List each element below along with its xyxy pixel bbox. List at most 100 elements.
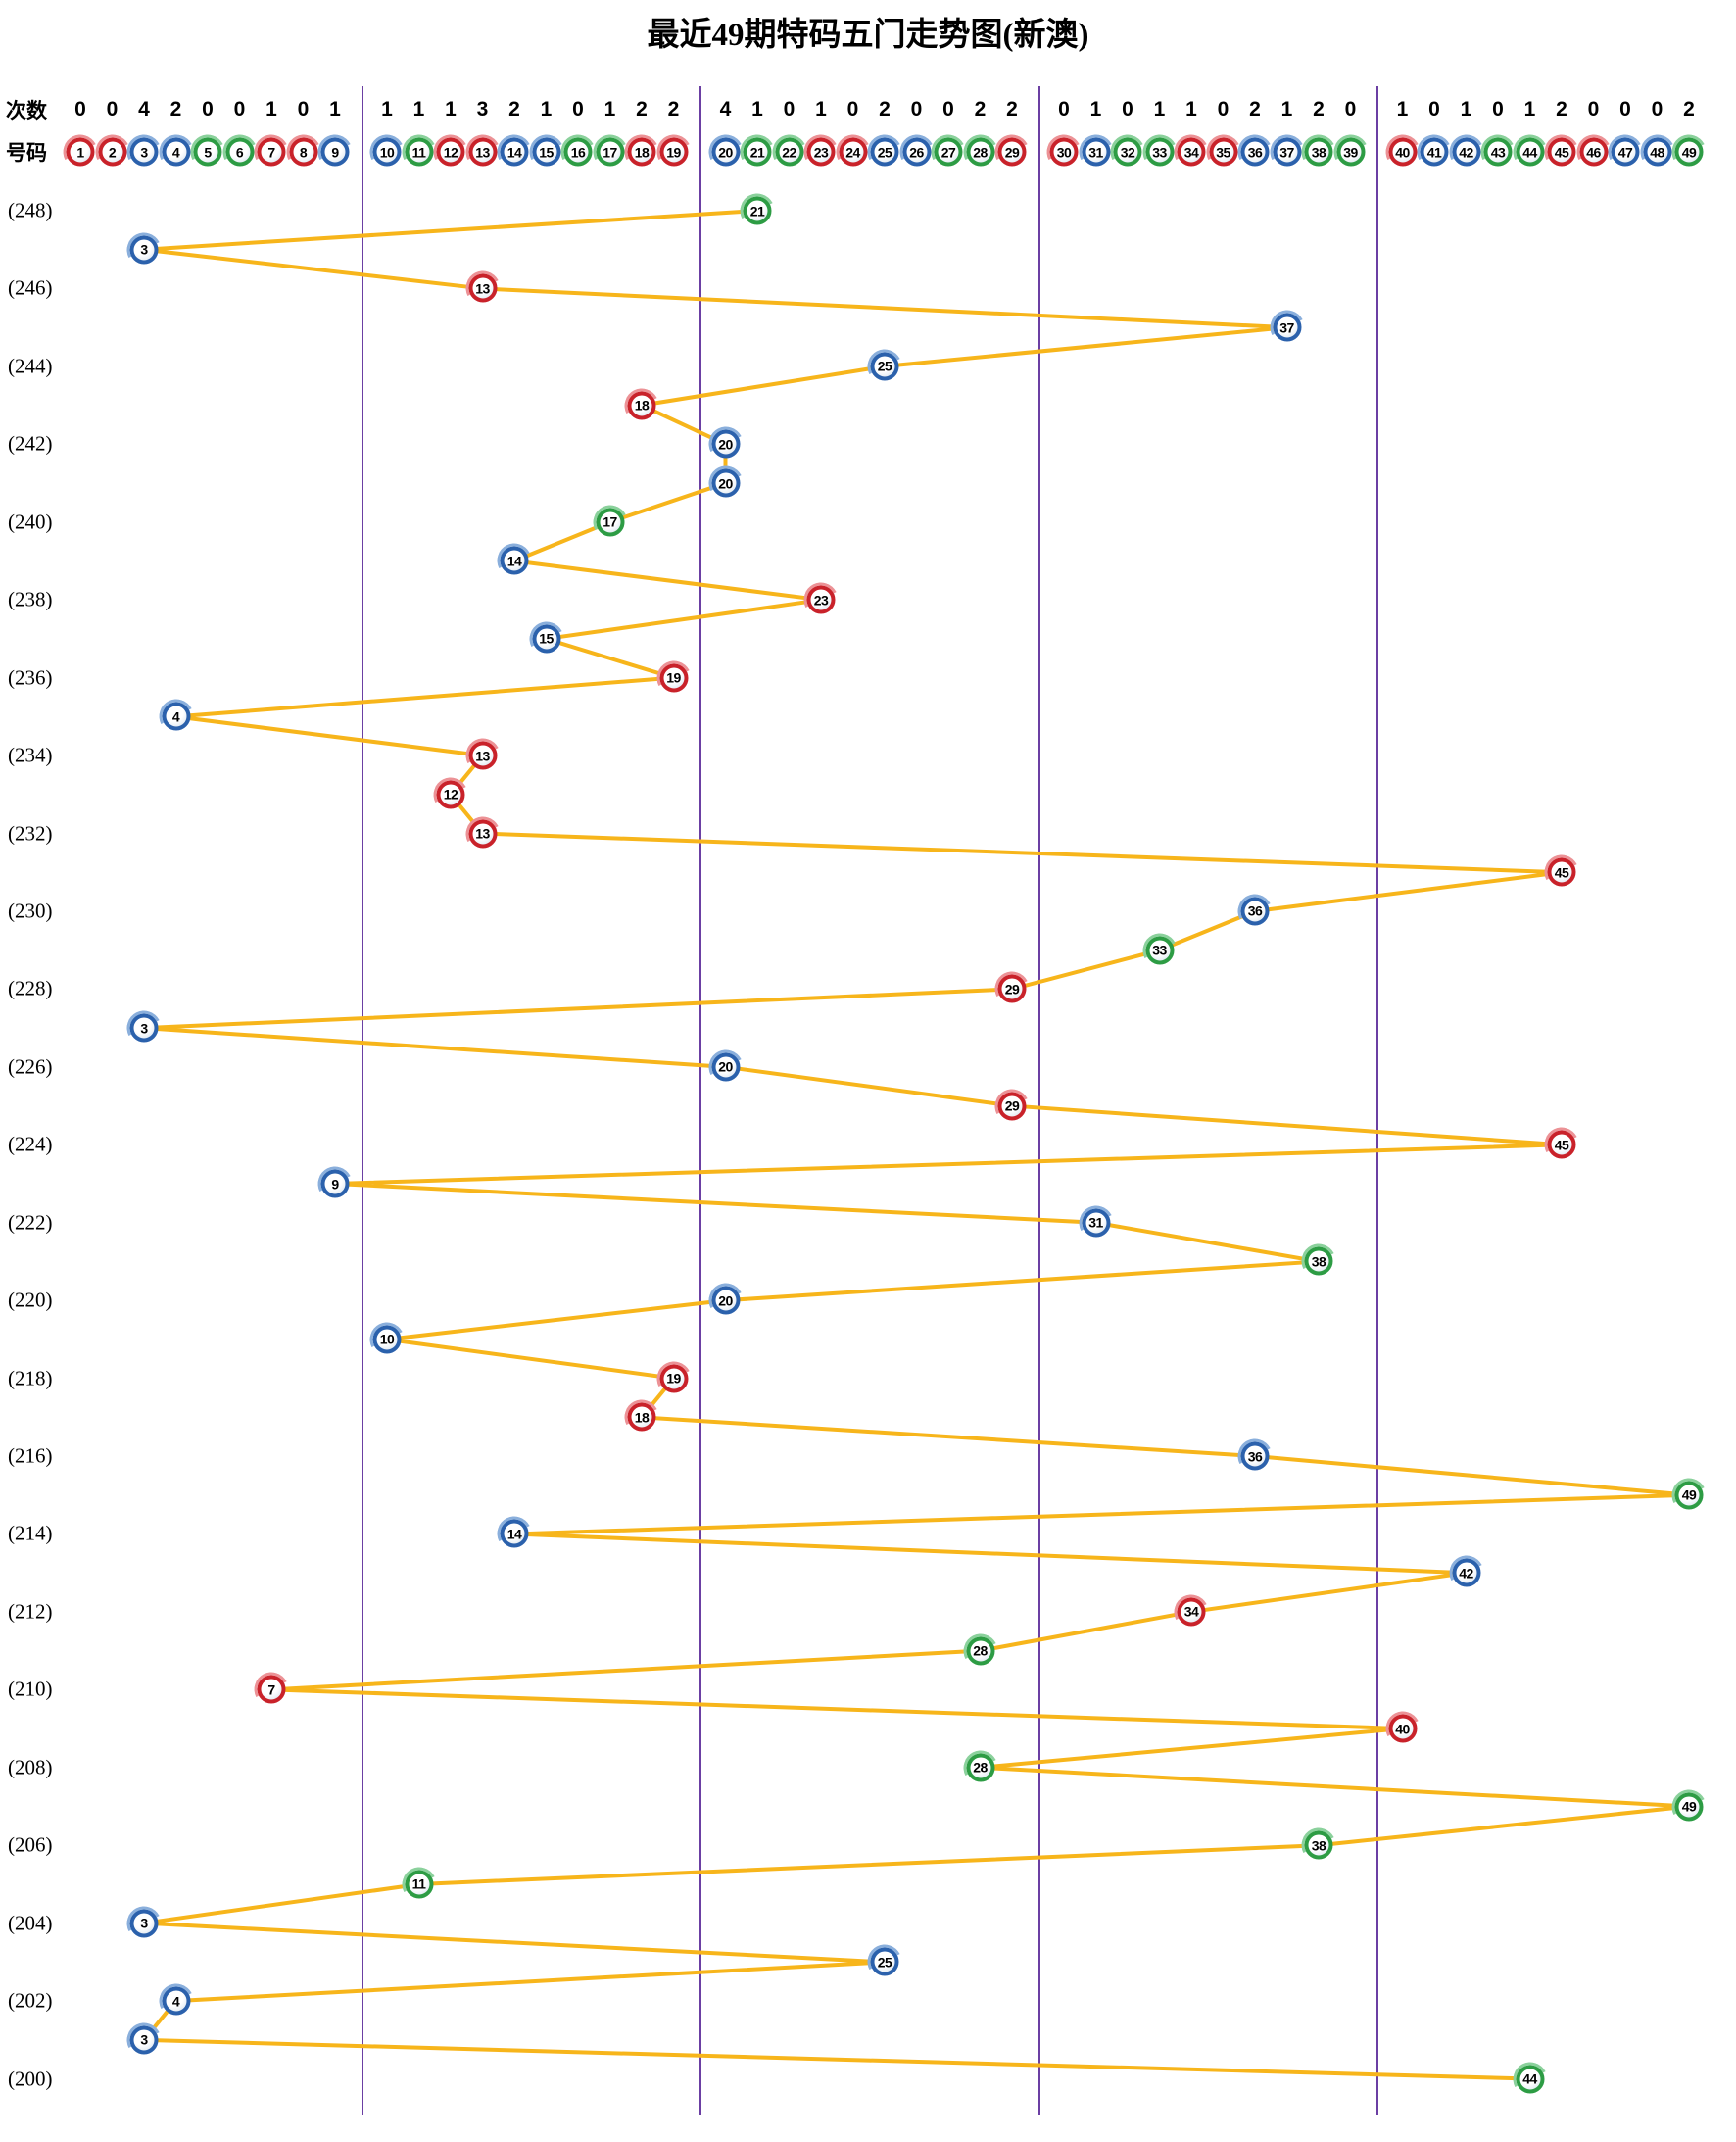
header-ball-8: 8 xyxy=(289,137,317,167)
ball-number: 40 xyxy=(1395,144,1410,160)
count-number-24: 0 xyxy=(846,98,859,121)
ball-number: 37 xyxy=(1279,144,1294,160)
header-ball-12: 12 xyxy=(436,137,465,167)
header-ball-33: 33 xyxy=(1145,137,1174,167)
ball-number: 44 xyxy=(1522,144,1537,160)
chart-ball-period-239: 14 xyxy=(500,546,529,575)
count-number-44: 1 xyxy=(1523,98,1536,121)
count-number-1: 0 xyxy=(74,98,86,121)
period-label-222: (222) xyxy=(8,1210,53,1235)
chart-ball-period-202: 4 xyxy=(162,1986,190,2016)
count-number-45: 2 xyxy=(1556,98,1567,121)
count-number-20: 4 xyxy=(719,98,732,121)
ball-number: 33 xyxy=(1152,144,1167,160)
count-number-30: 0 xyxy=(1058,98,1070,121)
ball-number: 17 xyxy=(603,513,617,530)
count-number-42: 1 xyxy=(1460,98,1472,121)
period-label-244: (244) xyxy=(8,354,53,378)
count-number-40: 1 xyxy=(1396,98,1409,121)
chart-ball-period-214: 14 xyxy=(500,1519,529,1548)
ball-number: 31 xyxy=(1088,1214,1103,1231)
chart-ball-period-225: 29 xyxy=(997,1092,1027,1121)
ball-number: 33 xyxy=(1152,942,1167,958)
ball-number: 41 xyxy=(1426,144,1442,160)
chart-ball-period-234: 13 xyxy=(468,741,497,770)
ball-number: 3 xyxy=(140,1020,148,1037)
chart-ball-period-218: 19 xyxy=(659,1364,688,1393)
chart-ball-period-211: 28 xyxy=(966,1636,994,1666)
period-label-248: (248) xyxy=(8,198,53,222)
ball-number: 43 xyxy=(1490,144,1506,160)
ball-number: 4 xyxy=(171,1993,180,2010)
header-ball-11: 11 xyxy=(405,137,433,167)
chart-ball-period-217: 18 xyxy=(627,1402,656,1432)
header-ball-9: 9 xyxy=(320,137,350,167)
header-ball-18: 18 xyxy=(627,137,656,167)
header-ball-14: 14 xyxy=(500,137,529,167)
ball-number: 21 xyxy=(749,144,765,160)
count-number-32: 0 xyxy=(1122,98,1133,121)
ball-number: 23 xyxy=(813,144,829,160)
chart-ball-period-236: 19 xyxy=(659,663,688,693)
ball-number: 48 xyxy=(1650,144,1664,160)
ball-number: 6 xyxy=(235,144,244,160)
count-number-11: 1 xyxy=(412,98,425,121)
header-ball-37: 37 xyxy=(1273,137,1301,167)
period-label-228: (228) xyxy=(8,976,53,1000)
ball-number: 38 xyxy=(1311,1837,1326,1854)
chart-ball-period-209: 40 xyxy=(1388,1714,1417,1743)
ball-number: 36 xyxy=(1247,902,1263,919)
header-ball-26: 26 xyxy=(902,137,931,167)
ball-number: 24 xyxy=(845,144,860,160)
count-number-3: 4 xyxy=(138,98,150,121)
ball-number: 47 xyxy=(1617,144,1633,160)
ball-number: 18 xyxy=(634,144,650,160)
ball-number: 25 xyxy=(877,358,892,374)
ball-number: 38 xyxy=(1311,144,1326,160)
ball-number: 7 xyxy=(267,1681,275,1698)
ball-number: 14 xyxy=(506,144,522,160)
ball-number: 28 xyxy=(973,144,988,160)
ball-number: 36 xyxy=(1247,1448,1263,1465)
ball-number: 28 xyxy=(973,1642,988,1659)
header-ball-40: 40 xyxy=(1388,137,1417,167)
chart-ball-period-224: 45 xyxy=(1547,1130,1576,1159)
ball-number: 20 xyxy=(718,436,733,453)
period-label-236: (236) xyxy=(8,665,53,690)
header-ball-4: 4 xyxy=(162,137,190,167)
ball-number: 14 xyxy=(506,553,522,569)
ball-number: 13 xyxy=(475,748,490,764)
header-ball-39: 39 xyxy=(1336,137,1365,167)
count-number-5: 0 xyxy=(202,98,214,121)
period-label-238: (238) xyxy=(8,587,53,611)
count-number-47: 0 xyxy=(1619,98,1631,121)
ball-number: 14 xyxy=(506,1526,522,1542)
period-label-224: (224) xyxy=(8,1132,53,1156)
header-ball-22: 22 xyxy=(775,137,803,167)
chart-ball-period-205: 11 xyxy=(405,1870,433,1899)
header-ball-49: 49 xyxy=(1674,137,1704,167)
count-number-8: 0 xyxy=(297,98,310,121)
header-ball-2: 2 xyxy=(98,137,126,167)
header-ball-13: 13 xyxy=(468,137,497,167)
header-ball-5: 5 xyxy=(193,137,222,167)
chart-ball-period-244: 25 xyxy=(870,352,899,381)
ball-number: 27 xyxy=(940,144,956,160)
period-label-210: (210) xyxy=(8,1677,53,1701)
chart-ball-period-200: 44 xyxy=(1516,2065,1544,2094)
header-ball-19: 19 xyxy=(659,137,688,167)
chart-ball-period-201: 3 xyxy=(129,2025,159,2055)
header-ball-29: 29 xyxy=(997,137,1027,167)
chart-ball-period-210: 7 xyxy=(257,1675,286,1704)
header-ball-21: 21 xyxy=(743,137,772,167)
ball-number: 5 xyxy=(204,144,212,160)
ball-number: 13 xyxy=(475,280,490,297)
header-ball-1: 1 xyxy=(66,137,95,167)
header-ball-31: 31 xyxy=(1082,137,1110,167)
header-ball-10: 10 xyxy=(372,137,402,167)
count-number-28: 2 xyxy=(974,98,987,121)
chart-ball-period-215: 49 xyxy=(1674,1481,1704,1510)
count-number-43: 0 xyxy=(1492,98,1504,121)
ball-number: 36 xyxy=(1247,144,1263,160)
